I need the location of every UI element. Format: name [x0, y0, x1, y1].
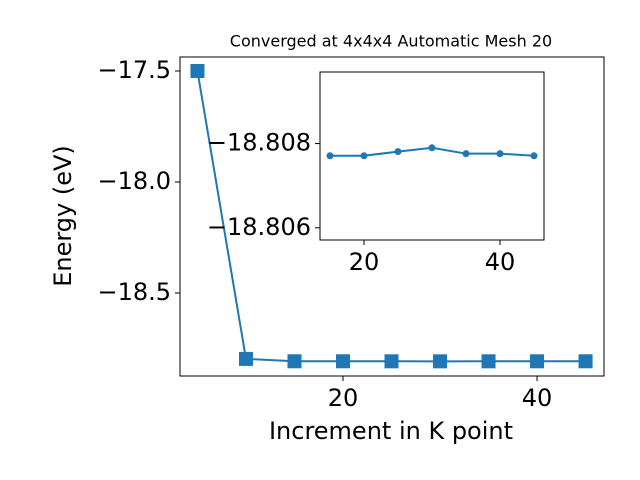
y-tick-label: −18.806	[207, 213, 311, 241]
marker	[360, 152, 368, 160]
x-tick-label: 40	[522, 384, 553, 412]
marker	[326, 152, 334, 160]
y-tick-label: −17.5	[97, 56, 171, 84]
x-axis-label: Increment in K point	[269, 417, 513, 445]
marker	[530, 152, 538, 160]
marker	[578, 354, 593, 369]
marker	[394, 148, 402, 156]
axes-frame	[179, 56, 605, 377]
x-tick-label: 20	[328, 384, 359, 412]
y-tick-label: −18.808	[207, 129, 311, 157]
chart-title: Converged at 4x4x4 Automatic Mesh 20	[230, 32, 552, 51]
x-tick-label: 40	[485, 248, 516, 276]
y-axis-label: Energy (eV)	[49, 145, 77, 287]
marker	[336, 354, 351, 369]
marker	[433, 354, 448, 369]
y-tick-label: −18.5	[97, 278, 171, 306]
marker	[428, 144, 436, 152]
marker	[481, 354, 496, 369]
marker	[530, 354, 545, 369]
y-tick-label: −18.0	[97, 167, 171, 195]
marker	[238, 351, 253, 366]
marker	[287, 354, 302, 369]
x-tick-label: 20	[349, 248, 380, 276]
marker	[496, 150, 504, 158]
marker	[190, 63, 205, 78]
axes-frame	[319, 71, 545, 241]
marker	[384, 354, 399, 369]
marker	[462, 150, 470, 158]
